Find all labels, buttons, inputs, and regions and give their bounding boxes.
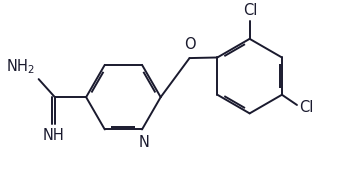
Text: Cl: Cl [243,3,257,18]
Text: NH: NH [42,128,64,143]
Text: NH$_2$: NH$_2$ [6,57,35,76]
Text: Cl: Cl [299,100,314,115]
Text: N: N [139,136,150,150]
Text: O: O [184,37,195,52]
